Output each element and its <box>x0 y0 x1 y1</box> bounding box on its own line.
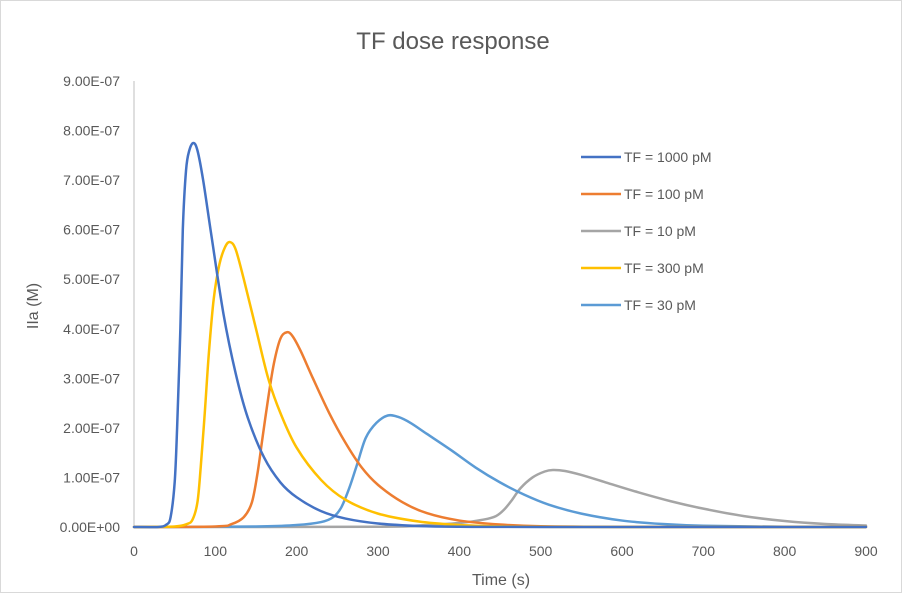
x-tick-label: 400 <box>448 543 472 559</box>
x-tick-label: 200 <box>285 543 309 559</box>
legend-label: TF = 10 pM <box>624 223 696 239</box>
x-tick-label: 100 <box>204 543 228 559</box>
series-lines <box>132 141 868 529</box>
y-axis-ticks: 0.00E+00 1.00E-07 2.00E-07 3.00E-07 4.00E-07… <box>60 73 121 535</box>
chart-title: TF dose response <box>356 28 549 55</box>
x-tick-label: 600 <box>610 543 634 559</box>
legend-label: TF = 1000 pM <box>624 149 712 165</box>
legend-label: TF = 30 pM <box>624 297 696 313</box>
y-tick-label: 2.00E-07 <box>63 420 120 436</box>
y-tick-label: 7.00E-07 <box>63 172 120 188</box>
legend: TF = 1000 pM TF = 100 pM TF = 10 pM TF = 30… <box>581 149 712 313</box>
series-line-tf-1000-pm <box>132 141 868 529</box>
x-axis-ticks: 0 100 200 300 400 500 600 700 800 900 <box>130 543 878 559</box>
legend-label: TF = 300 pM <box>624 260 704 276</box>
y-tick-label: 1.00E-07 <box>63 469 120 485</box>
y-tick-label: 6.00E-07 <box>63 222 120 238</box>
series-line-tf-100-pm <box>132 330 868 529</box>
x-tick-label: 0 <box>130 543 138 559</box>
series-line-tf-30-pm <box>132 413 868 529</box>
x-tick-label: 900 <box>854 543 878 559</box>
y-tick-label: 5.00E-07 <box>63 271 120 287</box>
legend-label: TF = 100 pM <box>624 186 704 202</box>
y-axis-label: IIa (M) <box>25 283 42 329</box>
y-tick-label: 3.00E-07 <box>63 370 120 386</box>
y-tick-label: 9.00E-07 <box>63 73 120 89</box>
x-tick-label: 700 <box>692 543 716 559</box>
x-tick-label: 300 <box>366 543 390 559</box>
y-tick-label: 8.00E-07 <box>63 123 120 139</box>
y-tick-label: 4.00E-07 <box>63 321 120 337</box>
y-tick-label: 0.00E+00 <box>60 519 121 535</box>
x-axis-label: Time (s) <box>472 572 530 589</box>
x-tick-label: 500 <box>529 543 553 559</box>
x-tick-label: 800 <box>773 543 797 559</box>
series-line-tf-300-pm <box>132 240 868 529</box>
